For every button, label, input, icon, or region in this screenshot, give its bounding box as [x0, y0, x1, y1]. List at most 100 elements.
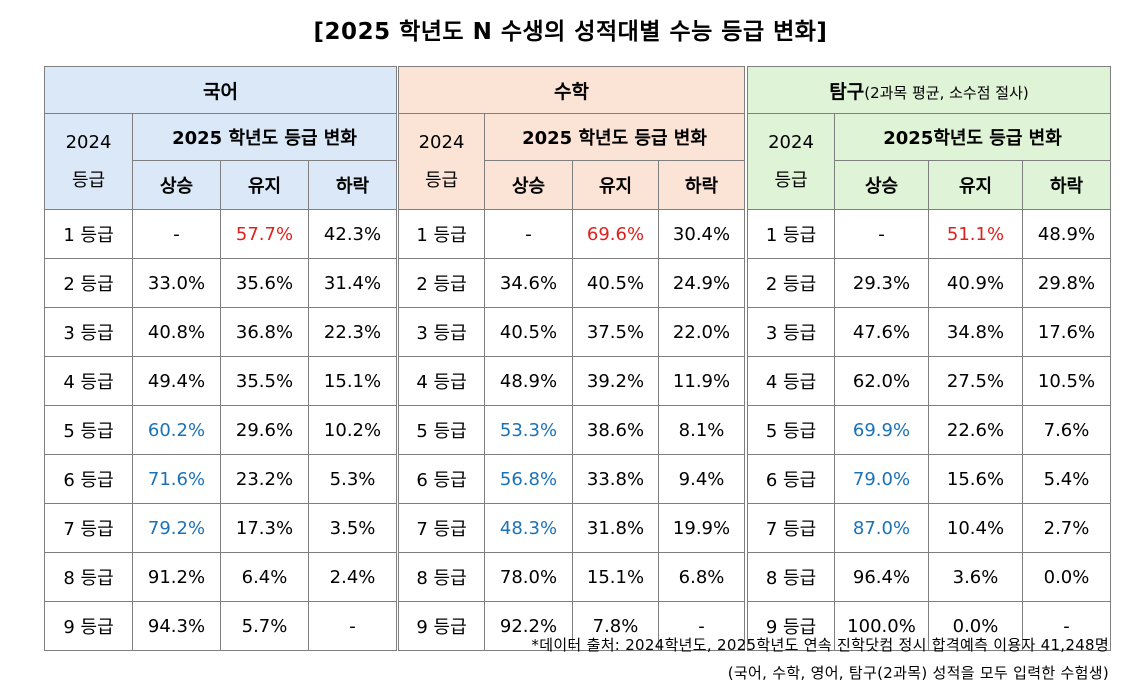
table-row: 2 등급 34.6% 40.5% 24.9%: [398, 258, 746, 308]
grade-label: 등급: [774, 169, 808, 191]
down-value: 29.8%: [1022, 258, 1111, 308]
col-header-down: 하락: [307, 160, 398, 210]
grade-cell: 6 등급: [747, 454, 835, 504]
change-header: 2025 학년도 등급 변화: [483, 113, 746, 161]
up-value: 56.8%: [484, 454, 573, 504]
down-value: -: [1022, 601, 1111, 651]
table-row: 4 등급 48.9% 39.2% 11.9%: [398, 356, 746, 406]
down-value: 10.2%: [307, 405, 398, 455]
table-korean: 국어 2024 등급 2025 학년도 등급 변화 상승 유지 하락 1 등급 -…: [43, 66, 398, 651]
table-row: 5 등급 69.9% 22.6% 7.6%: [747, 405, 1111, 455]
table-row: 7 등급 79.2% 17.3% 3.5%: [44, 503, 398, 553]
table-row: 7 등급 87.0% 10.4% 2.7%: [747, 503, 1111, 553]
down-value: 24.9%: [657, 258, 746, 308]
grade-cell: 2 등급: [398, 258, 485, 308]
subject-name: 탐구: [829, 80, 865, 103]
subject-note: (2과목 평균, 소수점 절사): [864, 83, 1029, 102]
change-header: 2025 학년도 등급 변화: [131, 113, 398, 161]
footer-source: *데이터 출처: 2024학년도, 2025학년도 연속 진학닷컴 정시 합격예…: [531, 636, 1109, 654]
down-value: -: [307, 601, 398, 651]
keep-value: 31.8%: [572, 503, 659, 553]
up-value: -: [484, 209, 573, 259]
grade-cell: 1 등급: [747, 209, 835, 259]
keep-value: 36.8%: [220, 307, 309, 357]
footer-note: (국어, 수학, 영어, 탐구(2과목) 성적을 모두 입력한 수험생): [727, 664, 1109, 682]
keep-value: 69.6%: [572, 209, 659, 259]
up-value: 78.0%: [484, 552, 573, 602]
up-value: 92.2%: [484, 601, 573, 651]
down-value: 8.1%: [657, 405, 746, 455]
table-row: 2 등급 33.0% 35.6% 31.4%: [44, 258, 398, 308]
up-value: 79.0%: [834, 454, 929, 504]
up-value: 69.9%: [834, 405, 929, 455]
keep-value: 40.9%: [928, 258, 1023, 308]
grade-cell: 2 등급: [44, 258, 133, 308]
grade-cell: 6 등급: [398, 454, 485, 504]
table-math: 수학 2024 등급 2025 학년도 등급 변화 상승 유지 하락 1 등급 -…: [397, 66, 746, 651]
grade-cell: 1 등급: [44, 209, 133, 259]
up-value: 87.0%: [834, 503, 929, 553]
table-inquiry: 탐구(2과목 평균, 소수점 절사) 2024 등급 2025학년도 등급 변화…: [747, 66, 1111, 651]
col-header-down: 하락: [657, 160, 746, 210]
grade-cell: 7 등급: [747, 503, 835, 553]
keep-value: 39.2%: [572, 356, 659, 406]
grade-cell: 6 등급: [44, 454, 133, 504]
keep-value: 6.4%: [220, 552, 309, 602]
keep-value: 35.6%: [220, 258, 309, 308]
grade-cell: 7 등급: [398, 503, 485, 553]
up-value: 94.3%: [132, 601, 221, 651]
col-header-keep: 유지: [572, 160, 659, 210]
grade-cell: 8 등급: [747, 552, 835, 602]
grade-cell: 3 등급: [747, 307, 835, 357]
down-value: 42.3%: [307, 209, 398, 259]
grade-cell: 5 등급: [398, 405, 485, 455]
grade-cell: 2 등급: [747, 258, 835, 308]
table-row: 5 등급 60.2% 29.6% 10.2%: [44, 405, 398, 455]
up-value: 100.0%: [834, 601, 929, 651]
grade-cell: 4 등급: [44, 356, 133, 406]
table-row: 3 등급 47.6% 34.8% 17.6%: [747, 307, 1111, 357]
down-value: 2.4%: [307, 552, 398, 602]
table-row: 5 등급 53.3% 38.6% 8.1%: [398, 405, 746, 455]
up-value: 47.6%: [834, 307, 929, 357]
down-value: 3.5%: [307, 503, 398, 553]
table-row: 1 등급 -69.6% 30.4%: [398, 209, 746, 259]
grade-cell: 3 등급: [44, 307, 133, 357]
up-value: 79.2%: [132, 503, 221, 553]
keep-value: 51.1%: [928, 209, 1023, 259]
grade-cell: 1 등급: [398, 209, 485, 259]
up-value: 71.6%: [132, 454, 221, 504]
grade-cell: 3 등급: [398, 307, 485, 357]
grade-cell: 4 등급: [398, 356, 485, 406]
keep-value: 35.5%: [220, 356, 309, 406]
down-value: 17.6%: [1022, 307, 1111, 357]
down-value: 22.3%: [307, 307, 398, 357]
subject-header-korean: 국어: [43, 66, 398, 114]
down-value: 0.0%: [1022, 552, 1111, 602]
down-value: 15.1%: [307, 356, 398, 406]
up-value: 96.4%: [834, 552, 929, 602]
grade-cell: 7 등급: [44, 503, 133, 553]
subject-header-math: 수학: [397, 66, 746, 114]
table-row: 3 등급 40.5% 37.5% 22.0%: [398, 307, 746, 357]
table-row: 1 등급 -51.1% 48.9%: [747, 209, 1111, 259]
up-value: -: [834, 209, 929, 259]
keep-value: 40.5%: [572, 258, 659, 308]
table-row: 9 등급 92.2% 7.8% -: [398, 601, 746, 651]
change-header: 2025학년도 등급 변화: [834, 113, 1111, 161]
keep-value: 3.6%: [928, 552, 1023, 602]
keep-value: 10.4%: [928, 503, 1023, 553]
keep-value: 27.5%: [928, 356, 1023, 406]
up-value: 62.0%: [834, 356, 929, 406]
keep-value: 37.5%: [572, 307, 659, 357]
up-value: 29.3%: [834, 258, 929, 308]
subject-name: 국어: [203, 80, 238, 103]
col-header-up: 상승: [132, 160, 221, 210]
keep-value: 57.7%: [220, 209, 309, 259]
grade-cell: 9 등급: [44, 601, 133, 651]
year-grade-header: 2024 등급: [747, 113, 835, 210]
table-row: 6 등급 71.6% 23.2% 5.3%: [44, 454, 398, 504]
down-value: -: [657, 601, 746, 651]
up-value: 34.6%: [484, 258, 573, 308]
down-value: 10.5%: [1022, 356, 1111, 406]
